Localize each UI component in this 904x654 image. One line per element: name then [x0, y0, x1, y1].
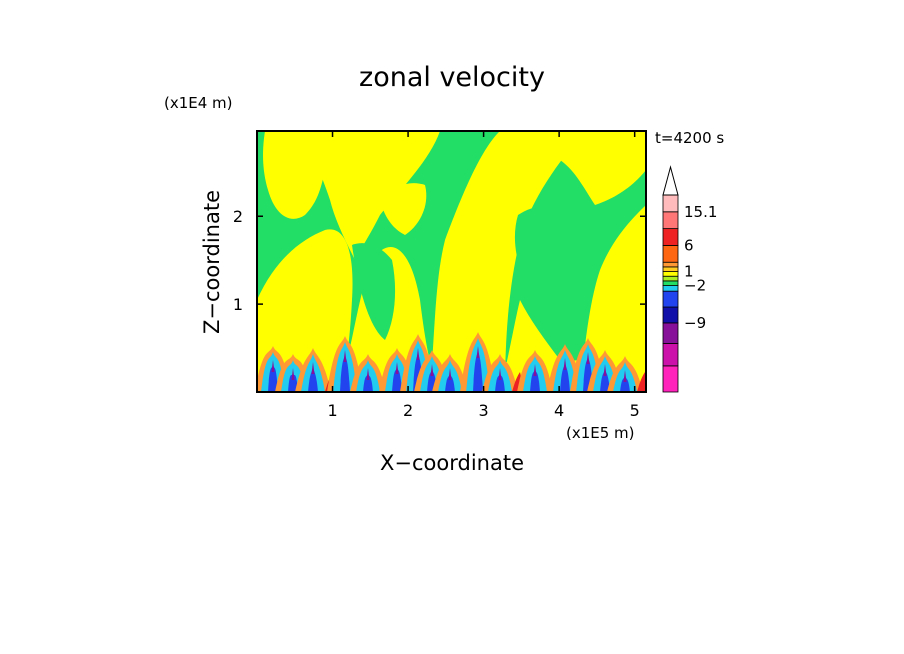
field-region [533, 364, 537, 376]
y-tick-label: 1 [233, 295, 243, 314]
y-scale-label: (x1E4 m) [164, 94, 233, 112]
colorbar-band [662, 245, 679, 263]
colorbar-band [662, 306, 679, 324]
x-axis-label: X−coordinate [380, 451, 524, 475]
field-region [586, 352, 590, 364]
colorbar-label: 15.1 [684, 203, 717, 221]
field-region [620, 374, 630, 392]
colorbar-label: 6 [684, 236, 694, 254]
field-layer [257, 131, 646, 392]
field-region [340, 354, 350, 392]
colorbar-band [662, 322, 679, 344]
colorbar-band [662, 285, 679, 292]
y-axis: 12 [233, 207, 646, 314]
field-region [580, 205, 646, 392]
x-tick-label: 3 [479, 401, 489, 420]
x-tick-label: 2 [403, 401, 413, 420]
field-region [637, 372, 646, 392]
colorbar-label: −2 [684, 277, 706, 295]
field-region [563, 358, 567, 370]
field-region [308, 366, 318, 392]
colorbar-band [662, 290, 679, 308]
field-region [395, 362, 399, 374]
field-region [271, 360, 275, 372]
field-region [430, 364, 434, 376]
field-region [600, 368, 610, 392]
colorbar-band [662, 365, 679, 393]
colorbar-band [662, 343, 679, 367]
field-region [366, 368, 370, 380]
y-axis-label: Z−coordinate [200, 190, 224, 334]
field-region [448, 368, 452, 380]
colorbar-band [662, 275, 679, 282]
field-region [380, 183, 427, 235]
field-region [352, 243, 396, 340]
field-region [623, 370, 627, 382]
x-scale-label: (x1E5 m) [566, 424, 635, 442]
colorbar-band [662, 271, 679, 277]
y-tick-label: 2 [233, 207, 243, 226]
field-region [416, 348, 420, 360]
colorbar-band [662, 261, 679, 268]
colorbar-label: 1 [684, 263, 694, 281]
x-tick-label: 1 [327, 401, 337, 420]
field-region [363, 372, 373, 392]
field-region [473, 350, 483, 392]
x-axis: 1 2 3 4 5 [327, 131, 640, 420]
colorbar-band [662, 194, 679, 213]
field-region [540, 131, 646, 205]
colorbar-label: −9 [684, 314, 706, 332]
colorbar: 15.1 6 1−2 −9 [662, 165, 717, 393]
field-region [560, 362, 570, 392]
chart-title: zonal velocity [359, 62, 545, 93]
field-region [514, 206, 587, 330]
colorbar-band [662, 280, 679, 286]
x-tick-label: 4 [554, 401, 564, 420]
field-region [498, 368, 502, 380]
field-region [392, 366, 402, 392]
field-region [311, 362, 315, 374]
time-label: t=4200 s [655, 129, 724, 147]
field-region [495, 372, 505, 392]
plot-frame [256, 130, 647, 393]
field-region [343, 350, 347, 362]
colorbar-band [662, 228, 679, 246]
field-region [476, 346, 480, 358]
colorbar-band [662, 211, 679, 230]
field-region [291, 368, 295, 380]
field-region [430, 131, 585, 392]
field-region [288, 372, 298, 392]
field-region [445, 372, 455, 392]
field-region [268, 364, 278, 392]
field-region [603, 364, 607, 376]
colorbar-band [662, 266, 679, 272]
colorbar-arrow [662, 165, 679, 196]
x-tick-label: 5 [630, 401, 640, 420]
field-region [300, 131, 440, 260]
field-region [257, 229, 353, 392]
field-region [530, 368, 540, 392]
